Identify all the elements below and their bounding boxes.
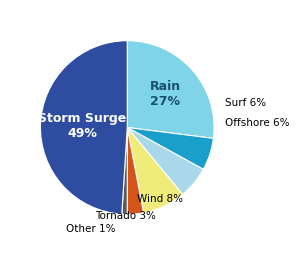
- Wedge shape: [127, 128, 183, 213]
- Text: Other 1%: Other 1%: [66, 224, 116, 234]
- Text: Offshore 6%: Offshore 6%: [225, 118, 290, 128]
- Wedge shape: [127, 128, 203, 194]
- Text: Surf 6%: Surf 6%: [225, 98, 266, 108]
- Text: Tornado 3%: Tornado 3%: [95, 211, 156, 221]
- Wedge shape: [122, 128, 127, 214]
- Text: Rain
27%: Rain 27%: [149, 80, 181, 108]
- Text: Wind 8%: Wind 8%: [137, 194, 183, 204]
- Wedge shape: [127, 128, 143, 214]
- Wedge shape: [40, 41, 127, 214]
- Wedge shape: [127, 41, 214, 138]
- Wedge shape: [127, 128, 213, 169]
- Text: Storm Surge
49%: Storm Surge 49%: [38, 112, 126, 140]
